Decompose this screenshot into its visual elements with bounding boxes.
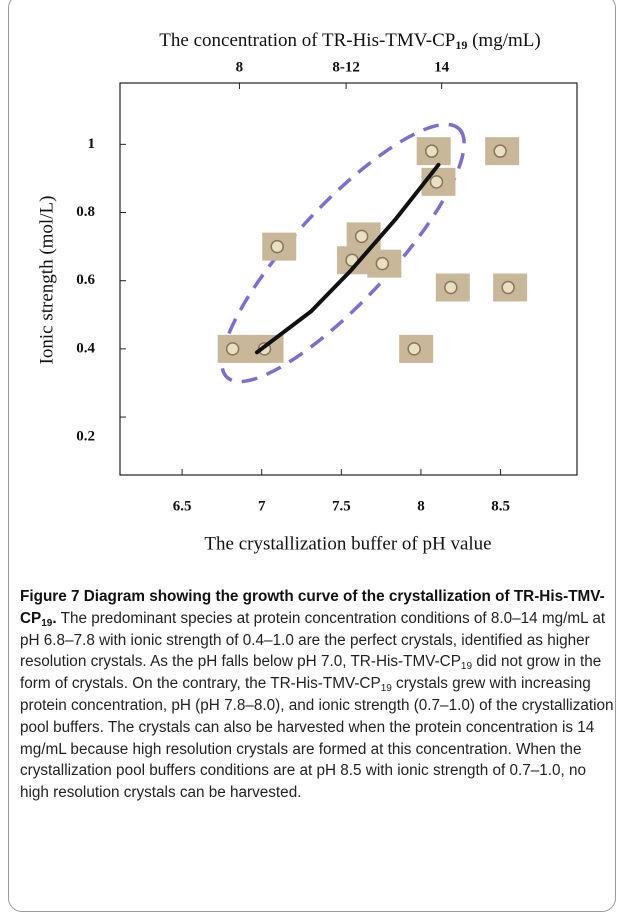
crystal-dot — [407, 342, 421, 356]
top-axis-title: The concentration of TR-His-TMV-CP19 (mg… — [159, 30, 540, 51]
x-tick-label: 7 — [258, 498, 266, 514]
crystal-dot — [493, 144, 507, 158]
growth-curve — [254, 162, 441, 355]
x-tick-label: 8.5 — [491, 498, 510, 514]
top-tick-label: 14 — [434, 59, 450, 75]
caption-title-part: . — [52, 609, 57, 627]
y-tick-label: 0.6 — [76, 272, 95, 288]
figure-frame — [8, 0, 616, 912]
crystal-dot — [501, 280, 515, 295]
crystal-dot — [424, 144, 439, 158]
subscript: 19 — [380, 683, 392, 695]
caption-title: Figure 7 Diagram showing the growth curv… — [20, 588, 605, 629]
crystal-dot — [225, 342, 240, 356]
y-tick-label: 1 — [88, 136, 96, 152]
top-tick-label: 8 — [236, 59, 244, 75]
crystal-dot — [375, 256, 390, 271]
x-tick-label: 6.5 — [173, 498, 192, 514]
x-axis-title: The crystallization buffer of pH value — [204, 533, 491, 554]
subscript: 19 — [455, 38, 467, 52]
crystal-dot — [444, 280, 458, 295]
title-part: The concentration of TR-His-TMV-CP — [159, 30, 455, 51]
y-tick-label: 0.2 — [76, 428, 95, 444]
subscript: 19 — [41, 617, 53, 629]
crystal-dot — [270, 239, 284, 254]
chart: The concentration of TR-His-TMV-CP19 (mg… — [36, 30, 578, 554]
caption-title-part: Figure 7 Diagram showing the growth curv… — [20, 588, 605, 627]
region-ellipse — [220, 122, 466, 384]
y-tick-label: 0.4 — [76, 340, 95, 356]
crystal-dot — [429, 175, 444, 189]
y-axis-title: Ionic strength (mol/L) — [36, 196, 57, 365]
caption-text: The predominant species at protein conce… — [20, 609, 606, 671]
caption-text: crystals grew with increasing protein co… — [20, 675, 614, 802]
crystal-dot — [354, 229, 369, 244]
top-tick-label: 8-12 — [332, 59, 360, 75]
title-part: (mg/mL) — [467, 30, 540, 51]
plot-frame — [119, 82, 578, 476]
subscript: 19 — [460, 661, 473, 673]
x-tick-label: 8 — [417, 498, 425, 514]
figure-caption: Figure 7 Diagram showing the growth curv… — [20, 586, 614, 804]
caption-text: did not grow in the form of crystals. On… — [20, 653, 602, 693]
x-tick-label: 7.5 — [332, 498, 351, 514]
y-tick-label: 0.8 — [76, 204, 95, 220]
